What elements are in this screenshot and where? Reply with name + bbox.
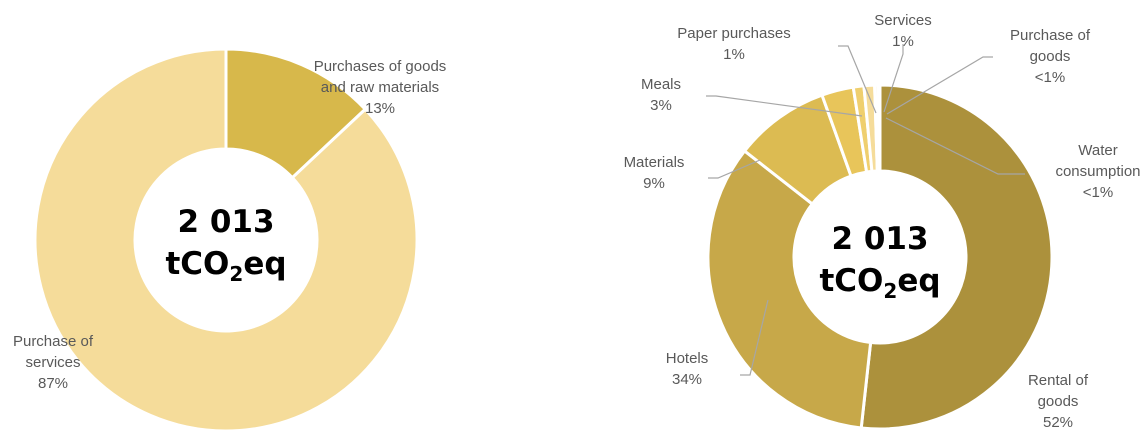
leader-line-services bbox=[883, 44, 904, 113]
leader-line-paper-purchases bbox=[838, 45, 877, 114]
data-label-water-consumption: Water consumption <1% bbox=[1055, 142, 1140, 201]
data-label-meals: Meals 3% bbox=[641, 76, 681, 114]
center-unit-label: tCO2eq bbox=[819, 263, 940, 303]
center-total-value: 2 013 bbox=[831, 221, 928, 257]
data-label-services: Services 1% bbox=[874, 12, 932, 50]
data-label-purchases-of-goods-and-raw-materials: Purchases of goods and raw materials 13% bbox=[314, 58, 447, 117]
data-label-purchase-of-services: Purchase of services 87% bbox=[13, 333, 94, 392]
leader-line-materials bbox=[708, 159, 761, 179]
data-label-purchase-of-goods: Purchase of goods <1% bbox=[1010, 27, 1091, 86]
slice-hotels bbox=[706, 148, 873, 430]
leader-line-purchase-of-goods bbox=[886, 56, 993, 115]
leader-line-hotels bbox=[740, 299, 769, 376]
data-label-materials: Materials 9% bbox=[624, 154, 685, 192]
center-unit-label: tCO2eq bbox=[165, 246, 286, 286]
slice-water-consumption bbox=[876, 83, 882, 173]
slice-purchase-of-services bbox=[33, 47, 419, 433]
center-total-value: 2 013 bbox=[177, 204, 274, 240]
donut-chart-right: Rental of goods 52% Hotels 34% Materials 9% Mea… bbox=[624, 12, 1141, 431]
leader-line-water-consumption bbox=[885, 117, 1025, 175]
donut-chart-left: Purchases of goods and raw materials 13% Pu… bbox=[13, 47, 447, 433]
slice-rental-of-goods bbox=[859, 83, 1054, 431]
leader-line-meals bbox=[706, 95, 863, 117]
data-label-rental-of-goods: Rental of goods 52% bbox=[1028, 372, 1089, 431]
data-label-paper-purchases: Paper purchases 1% bbox=[677, 25, 790, 63]
data-label-hotels: Hotels 34% bbox=[666, 350, 709, 388]
